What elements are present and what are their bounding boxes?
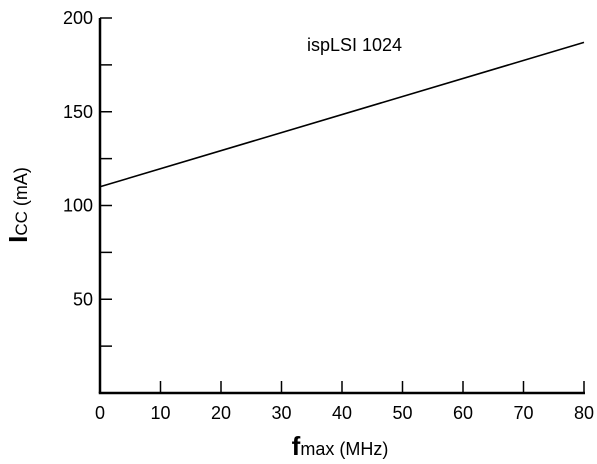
x-axis-subscript: max	[300, 439, 334, 459]
y-axis-label: ICC (mA)	[3, 167, 33, 243]
x-axis-unit: (MHz)	[334, 439, 388, 459]
y-axis-symbol: I	[3, 236, 33, 243]
x-tick-label-10: 10	[150, 403, 170, 423]
y-tick-label-50: 50	[73, 289, 93, 309]
x-tick-label-0: 0	[95, 403, 105, 423]
y-axis-unit: (mA)	[11, 167, 31, 211]
series-line-0	[99, 41, 585, 188]
tick-labels: 0 10 20 30 40 50 60 70 80 50 100 150 200	[63, 8, 594, 423]
x-tick-label-40: 40	[332, 403, 352, 423]
series	[99, 41, 585, 188]
ticks	[100, 17, 585, 393]
annotation-label: ispLSI 1024	[307, 35, 402, 55]
x-tick-label-70: 70	[513, 403, 533, 423]
x-tick-label-60: 60	[453, 403, 473, 423]
y-tick-label-100: 100	[63, 196, 93, 216]
y-axis-subscript: CC	[12, 211, 31, 236]
x-tick-label-30: 30	[271, 403, 291, 423]
x-tick-label-80: 80	[574, 403, 594, 423]
x-tick-label-50: 50	[392, 403, 412, 423]
y-tick-label-150: 150	[63, 102, 93, 122]
axes	[98, 18, 585, 395]
y-tick-label-200: 200	[63, 8, 93, 28]
x-axis-label: fmax (MHz)	[292, 431, 389, 461]
x-axis-symbol: f	[292, 431, 301, 461]
x-tick-label-20: 20	[211, 403, 231, 423]
